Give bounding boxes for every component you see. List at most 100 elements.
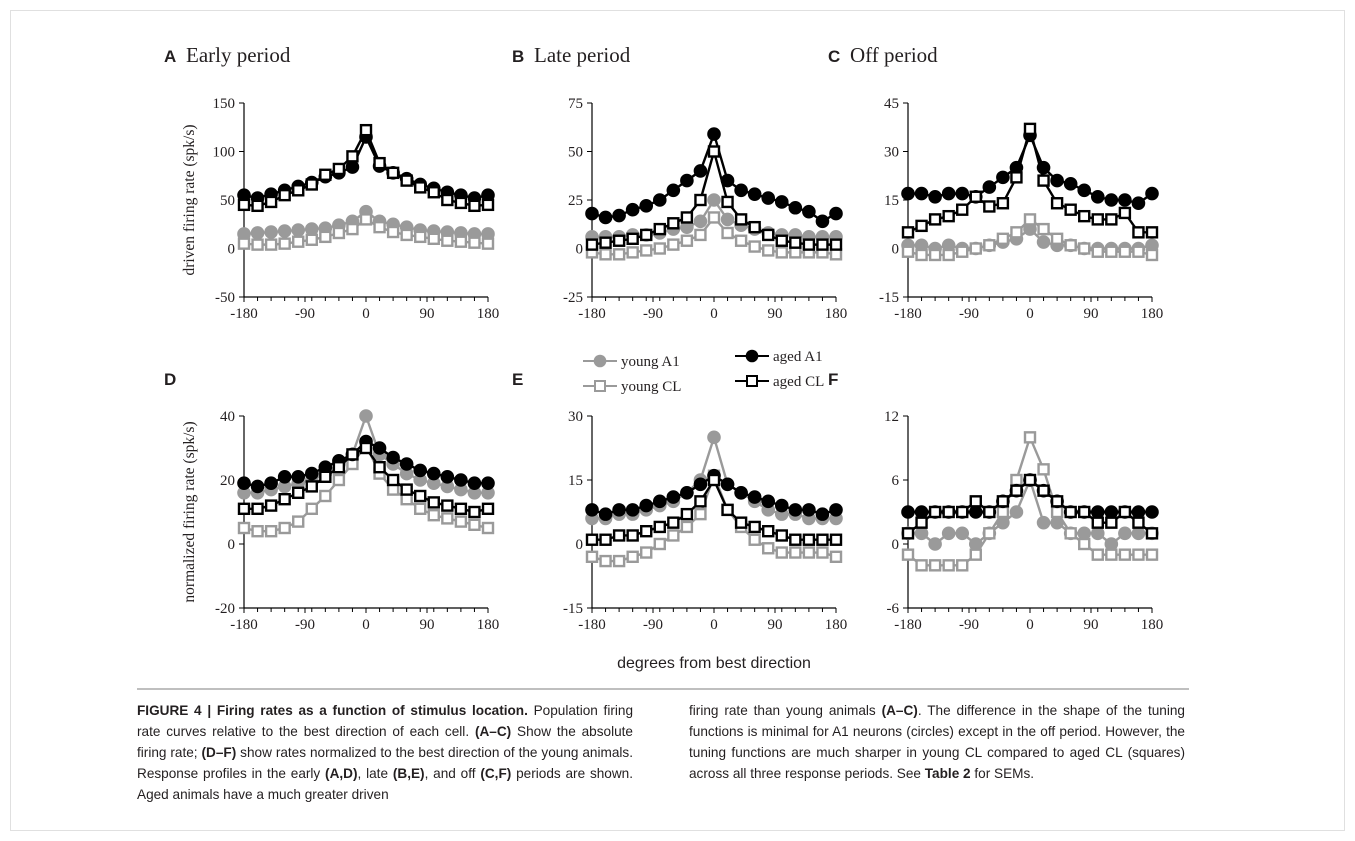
data-point bbox=[653, 242, 666, 255]
data-point bbox=[264, 525, 278, 538]
caption-right-body: firing rate than young animals (A–C). Th… bbox=[689, 703, 1185, 781]
data-point bbox=[1036, 515, 1051, 530]
data-point bbox=[319, 168, 332, 181]
data-point bbox=[1105, 548, 1118, 561]
data-point bbox=[815, 507, 830, 521]
x-tick-label: 180 bbox=[1141, 306, 1164, 322]
x-tick-label: -90 bbox=[295, 306, 315, 322]
data-point bbox=[413, 463, 428, 478]
x-tick-label: -180 bbox=[230, 306, 258, 322]
caption-left-body: Population firing rate curves relative t… bbox=[137, 703, 633, 802]
y-tick-label: 0 bbox=[892, 537, 900, 553]
data-point bbox=[914, 505, 929, 519]
data-point bbox=[585, 238, 599, 251]
data-point bbox=[441, 193, 454, 207]
data-point bbox=[599, 236, 612, 249]
caption-left-run-1: (A–C) bbox=[474, 724, 512, 739]
data-point bbox=[251, 238, 264, 251]
x-tick-label: -180 bbox=[578, 306, 606, 322]
figure-caption: FIGURE 4 | Firing rates as a function of… bbox=[137, 688, 1189, 806]
data-point bbox=[237, 476, 251, 491]
y-tick-label: 30 bbox=[884, 145, 899, 161]
data-point bbox=[1132, 548, 1145, 561]
data-point bbox=[468, 236, 481, 249]
data-point bbox=[829, 533, 843, 546]
series-young-cl bbox=[585, 211, 843, 261]
caption-left-run-9: (C,F) bbox=[480, 766, 512, 781]
y-tick-label: 50 bbox=[568, 145, 583, 161]
data-point bbox=[680, 234, 694, 247]
x-tick-label: -180 bbox=[894, 306, 922, 322]
data-point bbox=[693, 477, 708, 492]
x-tick-label: 90 bbox=[1084, 306, 1099, 322]
x-tick-label: 0 bbox=[362, 617, 370, 633]
data-point bbox=[802, 204, 816, 219]
data-point bbox=[829, 550, 843, 563]
data-point bbox=[721, 195, 734, 209]
x-tick-label: 90 bbox=[420, 617, 435, 633]
data-point bbox=[427, 496, 440, 509]
data-point bbox=[996, 170, 1010, 185]
data-point bbox=[481, 476, 495, 491]
x-tick-label: 90 bbox=[768, 617, 783, 633]
data-point bbox=[802, 238, 816, 251]
panel-f: F -6 0 6 12 -180 -90 0 90 180 bbox=[828, 370, 1163, 633]
x-tick-label: 90 bbox=[768, 306, 783, 322]
data-point bbox=[346, 448, 359, 461]
data-point bbox=[291, 470, 306, 484]
data-point bbox=[332, 162, 346, 176]
data-point bbox=[941, 526, 956, 541]
data-point bbox=[1104, 193, 1119, 207]
data-point bbox=[1145, 226, 1159, 239]
data-point bbox=[1064, 527, 1077, 540]
data-point bbox=[640, 244, 653, 257]
x-tick-label: 180 bbox=[477, 617, 500, 633]
panel-d: D -20 0 20 40 -180 -90 0 90 180 normalized firing … bbox=[164, 370, 499, 633]
x-tick-label: -90 bbox=[643, 306, 663, 322]
data-point bbox=[454, 502, 468, 515]
data-point bbox=[774, 195, 789, 209]
series-young-cl bbox=[901, 431, 1159, 572]
data-point bbox=[816, 238, 829, 251]
caption-left-run-8: , and off bbox=[424, 766, 481, 781]
y-tick-label: 25 bbox=[568, 193, 583, 209]
y-tick-label: 0 bbox=[228, 537, 236, 553]
data-point bbox=[399, 457, 414, 471]
data-point bbox=[1064, 239, 1077, 252]
data-point bbox=[747, 187, 762, 201]
data-point bbox=[291, 223, 306, 237]
data-point bbox=[707, 193, 721, 207]
y-tick-label: -50 bbox=[215, 290, 235, 306]
legend-label: aged CL bbox=[773, 374, 824, 390]
data-point bbox=[626, 529, 639, 542]
panel-title: Early period bbox=[186, 43, 291, 67]
data-point bbox=[928, 248, 942, 262]
data-point bbox=[441, 234, 454, 247]
data-point bbox=[305, 502, 318, 515]
data-point bbox=[1050, 173, 1064, 188]
data-point bbox=[1050, 495, 1064, 508]
data-point bbox=[829, 503, 843, 517]
y-tick-label: 75 bbox=[568, 96, 583, 112]
data-point bbox=[251, 199, 264, 213]
series-aged-cl bbox=[901, 473, 1159, 540]
aged-cl-marker-icon bbox=[746, 375, 758, 387]
data-point bbox=[359, 213, 373, 226]
y-axis-label: normalized firing rate (spk/s) bbox=[181, 421, 198, 602]
data-point bbox=[915, 248, 928, 262]
data-point bbox=[305, 178, 318, 191]
data-point bbox=[400, 483, 413, 496]
data-point bbox=[969, 548, 982, 561]
data-point bbox=[481, 502, 495, 515]
y-tick-label: 15 bbox=[568, 473, 583, 489]
data-point bbox=[928, 213, 942, 226]
data-point bbox=[941, 186, 956, 201]
data-point bbox=[1037, 463, 1050, 476]
caption-left-run-4: show rates normalized to the best direct… bbox=[137, 745, 633, 781]
data-point bbox=[264, 195, 278, 209]
caption-left-run-5: (A,D) bbox=[325, 766, 358, 781]
legend-label: young A1 bbox=[621, 354, 680, 370]
data-point bbox=[788, 200, 803, 215]
data-point bbox=[346, 222, 359, 236]
